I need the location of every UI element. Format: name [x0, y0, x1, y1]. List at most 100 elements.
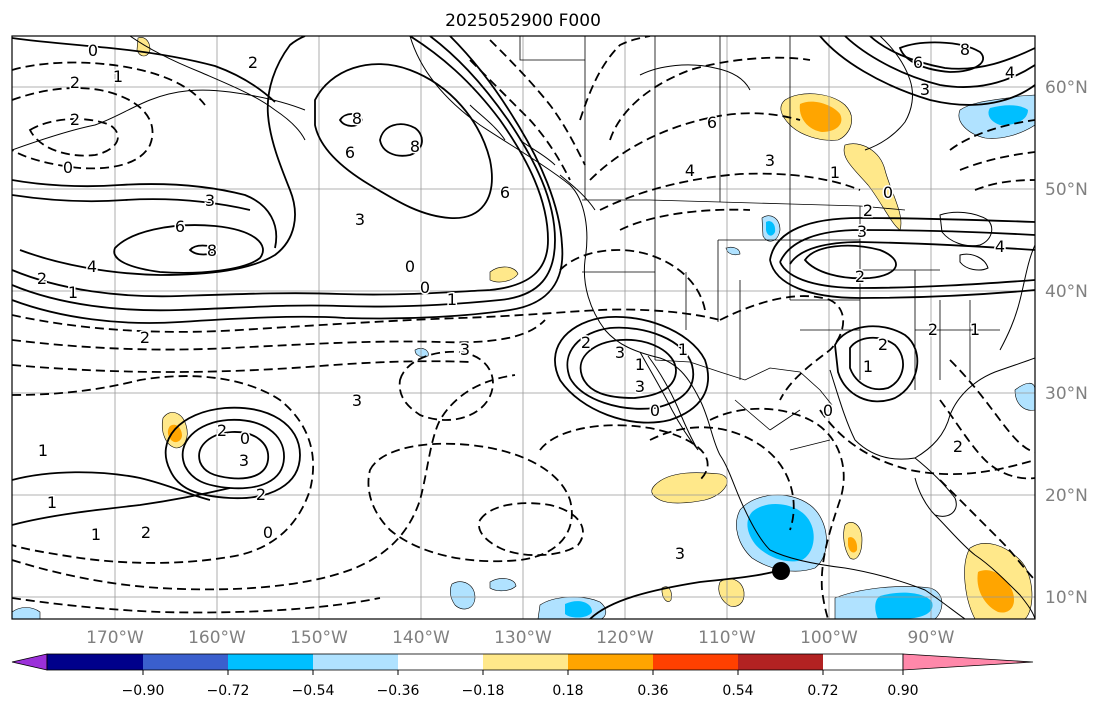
colorbar-tick-label: 0.54: [722, 683, 753, 699]
contour-label: 2: [248, 53, 258, 72]
latitude-label: 20°N: [1045, 486, 1088, 506]
contour-line: [579, 339, 677, 399]
us-state-lines: [582, 200, 1000, 390]
contour-label: 3: [460, 340, 470, 359]
positive-anomaly-patch: [718, 578, 745, 607]
positive-anomaly-patch: [489, 266, 519, 283]
contour-line: [367, 442, 573, 563]
contour-line: [779, 229, 1035, 263]
colorbar-tick-labels: −0.90 −0.72 −0.54 −0.36 −0.18 0.18 0.36 0.54 0.7…: [122, 670, 919, 699]
contour-line: [478, 502, 584, 557]
contour-line: [164, 406, 301, 500]
contour-label: 1: [38, 441, 48, 460]
contour-label: 2: [70, 110, 80, 129]
negative-anomaly-patch: [450, 581, 476, 610]
negative-anomaly-patch: [1014, 382, 1035, 411]
colorbar-tick-label: 0.18: [552, 683, 583, 699]
contour-label: 3: [352, 391, 362, 410]
negative-anomaly-core: [747, 504, 814, 562]
colorbar-swatch: [143, 654, 228, 670]
contour-label: 2: [70, 73, 80, 92]
negative-anomaly-patch: [12, 607, 41, 619]
contour-label: 1: [113, 67, 123, 86]
contour-line: [12, 194, 251, 211]
contour-line: [12, 37, 276, 103]
contour-label: 8: [960, 40, 970, 59]
contour-line: [949, 359, 1035, 453]
contour-line: [789, 241, 1035, 265]
contour-line: [819, 36, 1035, 106]
latitude-label: 10°N: [1045, 588, 1088, 608]
contour-labels: 0122023684210123688630012346320123210132…: [35, 39, 1016, 565]
contour-line: [819, 409, 1035, 475]
latitude-label: 40°N: [1045, 282, 1088, 302]
contour-line: [12, 319, 546, 351]
contour-line: [181, 419, 285, 490]
longitude-label: 100°W: [800, 628, 858, 648]
contour-line: [379, 123, 423, 157]
negative-anomaly-core: [988, 105, 1028, 126]
colorbar-swatch: [483, 654, 568, 670]
contour-label: 3: [920, 80, 930, 99]
contour-line: [649, 426, 795, 531]
contour-label: 6: [913, 53, 923, 72]
contour-label: 1: [68, 283, 78, 302]
contour-label: 3: [205, 191, 215, 210]
contour-line: [898, 41, 984, 73]
contour-line: [803, 244, 897, 280]
yucatan: [914, 457, 957, 517]
contour-label: 0: [88, 41, 98, 60]
colorbar-tick-label: −0.90: [122, 683, 165, 699]
contour-label: 1: [47, 493, 57, 512]
positive-contours: [12, 36, 1035, 619]
contour-line: [12, 375, 314, 564]
location-marker: [772, 562, 790, 580]
colorbar: [11, 653, 1034, 671]
central-america: [934, 514, 1035, 619]
contour-line: [314, 63, 493, 219]
latitude-label: 50°N: [1045, 180, 1088, 200]
contour-line: [619, 208, 751, 231]
contour-line: [939, 479, 1035, 581]
longitude-label: 90°W: [908, 628, 955, 648]
longitude-label: 140°W: [392, 628, 450, 648]
colorbar-tick-label: 0.72: [807, 683, 838, 699]
contour-label: 2: [37, 269, 47, 288]
political-borders: [519, 36, 1000, 451]
coastlines: [12, 36, 1035, 619]
contour-label: 1: [863, 357, 873, 376]
colorbar-tick-label: 0.90: [887, 683, 918, 699]
colorbar-swatch: [47, 654, 143, 670]
baja-peninsula: [639, 351, 699, 451]
contour-label: 6: [707, 113, 717, 132]
positive-anomaly-core: [167, 424, 182, 443]
lat-lon-grid: [12, 36, 1035, 619]
colorbar-extend-low: [11, 653, 48, 671]
contour-label: 6: [175, 217, 185, 236]
longitude-label: 160°W: [188, 628, 246, 648]
contour-line: [949, 119, 1035, 151]
contour-line: [12, 471, 211, 501]
contour-label: 0: [420, 278, 430, 297]
contour-label: 0: [263, 523, 273, 542]
contour-label: 1: [678, 340, 688, 359]
gulf-of-mexico-coast: [829, 357, 1035, 460]
contour-line: [12, 308, 721, 333]
contour-label: 8: [410, 137, 420, 156]
longitude-label: 130°W: [494, 628, 552, 648]
contour-label: 2: [581, 333, 591, 352]
negative-anomaly-core: [565, 601, 592, 618]
contour-line: [589, 569, 781, 619]
colorbar-tick-label: 0.36: [637, 683, 668, 699]
map-frame: [11, 35, 1036, 620]
contour-line: [579, 36, 651, 121]
contour-line: [554, 316, 709, 424]
positive-anomaly-core: [848, 537, 858, 553]
contour-label: 4: [1005, 63, 1015, 82]
contour-label: 0: [240, 429, 250, 448]
colorbar-tick-label: −0.36: [377, 683, 420, 699]
contour-line: [844, 36, 1035, 88]
contour-label: 0: [405, 257, 415, 276]
contour-line: [113, 224, 264, 274]
